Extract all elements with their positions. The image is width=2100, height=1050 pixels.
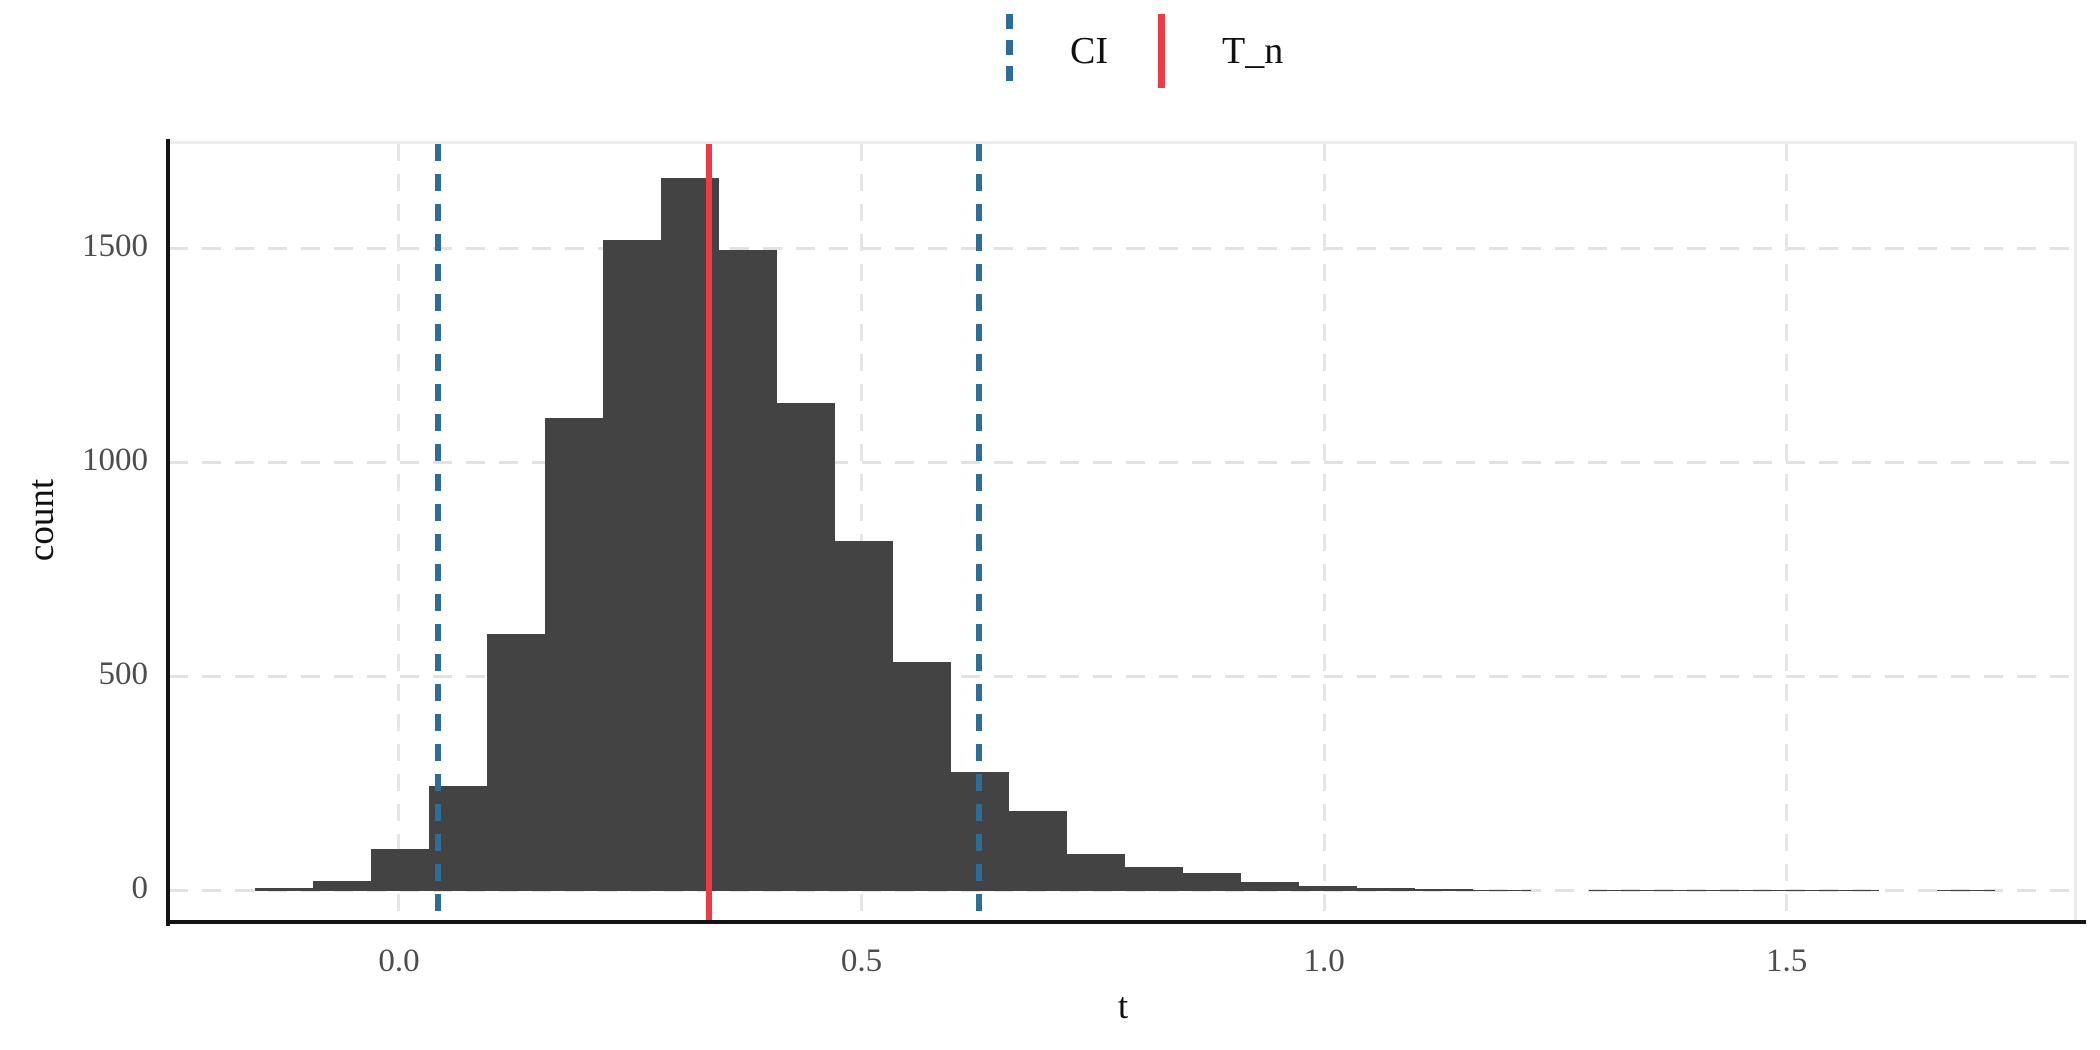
histogram-bar — [1704, 889, 1763, 891]
histogram-bar — [544, 417, 603, 891]
histogram-bar — [1936, 889, 1995, 891]
histogram-bar — [1124, 866, 1183, 891]
histogram-bar — [892, 661, 951, 891]
gridline-y-500 — [169, 675, 2074, 679]
histogram-bar — [1240, 881, 1299, 891]
y-tick-label-0: 0 — [131, 869, 149, 906]
histogram-bar — [1472, 889, 1531, 891]
gridline-x-1.5 — [1785, 144, 1789, 922]
gridline-y-0 — [169, 889, 2074, 893]
histogram-bar — [776, 402, 835, 891]
x-axis-title: t — [1117, 986, 1129, 1027]
histogram-bar — [1356, 888, 1415, 891]
legend: CI T_n — [1006, 12, 1283, 90]
gridline-x-1 — [1322, 144, 1326, 922]
gridline-y-1500 — [169, 247, 2074, 251]
histogram-bar — [1066, 853, 1125, 891]
legend-item-tn: T_n — [1158, 14, 1283, 88]
histogram-bar — [486, 633, 545, 891]
ci-dashed-line-key-icon — [1006, 14, 1013, 88]
y-tick-label-500: 500 — [98, 655, 149, 692]
x-tick-label-0: 0.0 — [378, 943, 420, 979]
gridline-y-1000 — [169, 461, 2074, 465]
x-tick-label-1.5: 1.5 — [1765, 943, 1808, 979]
histogram-bar — [1646, 889, 1705, 891]
y-tick-label-1000: 1000 — [82, 441, 148, 478]
vline-T_n — [705, 144, 712, 922]
histogram-bar — [1414, 889, 1473, 891]
x-axis-line — [166, 920, 2086, 924]
histogram-bar — [370, 848, 429, 891]
histogram-bar — [602, 240, 661, 891]
x-tick-label-1: 1.0 — [1303, 943, 1345, 979]
gridline-x-0 — [397, 144, 401, 922]
gridline-x-0.5 — [860, 144, 864, 922]
legend-label-tn: T_n — [1222, 30, 1284, 72]
legend-label-ci: CI — [1070, 30, 1108, 72]
vline-CI-lower — [434, 144, 441, 922]
histogram-bar — [1298, 886, 1357, 891]
histogram-bar — [254, 887, 313, 891]
histogram-bar — [1820, 889, 1879, 891]
y-axis-line — [166, 139, 170, 926]
x-tick-label-0.5: 0.5 — [840, 943, 883, 979]
legend-item-ci: CI — [1006, 14, 1108, 88]
histogram-bar — [1182, 872, 1241, 891]
tn-solid-line-key-icon — [1158, 14, 1165, 88]
histogram-bar — [834, 540, 893, 891]
histogram-bar — [1762, 889, 1821, 891]
histogram-panel — [169, 141, 2077, 922]
histogram-bar — [1588, 889, 1647, 891]
histogram-bar — [312, 880, 371, 891]
y-tick-label-1500: 1500 — [82, 227, 148, 264]
histogram-bar — [718, 250, 777, 891]
histogram-bar — [1008, 810, 1067, 891]
vline-CI-upper — [976, 144, 982, 922]
